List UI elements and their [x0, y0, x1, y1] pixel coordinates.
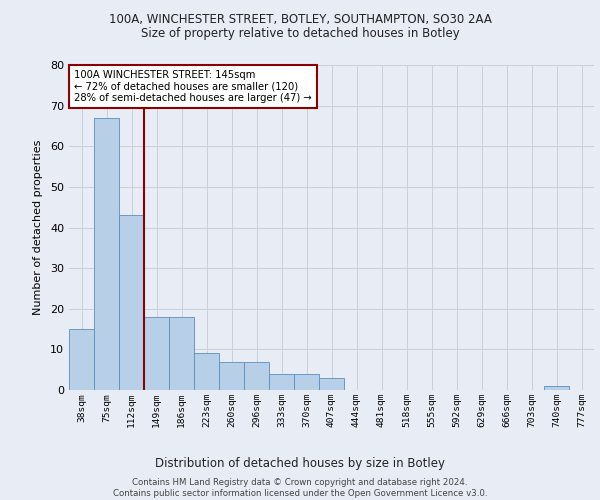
- Bar: [169, 317, 194, 390]
- Bar: [69, 329, 94, 390]
- Bar: [544, 386, 569, 390]
- Bar: [319, 378, 344, 390]
- Bar: [144, 317, 169, 390]
- Text: 100A, WINCHESTER STREET, BOTLEY, SOUTHAMPTON, SO30 2AA: 100A, WINCHESTER STREET, BOTLEY, SOUTHAM…: [109, 12, 491, 26]
- Bar: [194, 354, 219, 390]
- Text: Size of property relative to detached houses in Botley: Size of property relative to detached ho…: [140, 28, 460, 40]
- Bar: [94, 118, 119, 390]
- Text: Distribution of detached houses by size in Botley: Distribution of detached houses by size …: [155, 458, 445, 470]
- Bar: [244, 362, 269, 390]
- Y-axis label: Number of detached properties: Number of detached properties: [33, 140, 43, 315]
- Bar: [119, 216, 144, 390]
- Bar: [294, 374, 319, 390]
- Text: Contains HM Land Registry data © Crown copyright and database right 2024.
Contai: Contains HM Land Registry data © Crown c…: [113, 478, 487, 498]
- Bar: [219, 362, 244, 390]
- Text: 100A WINCHESTER STREET: 145sqm
← 72% of detached houses are smaller (120)
28% of: 100A WINCHESTER STREET: 145sqm ← 72% of …: [74, 70, 312, 103]
- Bar: [269, 374, 294, 390]
